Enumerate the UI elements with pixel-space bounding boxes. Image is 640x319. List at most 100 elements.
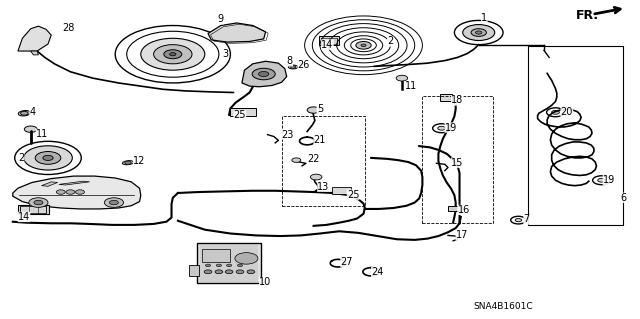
Text: 4: 4 — [29, 107, 36, 117]
Text: 5: 5 — [317, 104, 323, 114]
Circle shape — [24, 126, 37, 132]
Polygon shape — [59, 181, 90, 185]
Bar — [448, 206, 462, 211]
Circle shape — [361, 44, 366, 47]
Text: 11: 11 — [36, 129, 48, 139]
Bar — [332, 187, 351, 194]
Circle shape — [307, 107, 320, 113]
Circle shape — [35, 152, 61, 164]
Text: 28: 28 — [63, 23, 75, 33]
Text: 17: 17 — [456, 230, 468, 241]
Circle shape — [24, 146, 72, 170]
Bar — [422, 96, 493, 223]
Bar — [319, 36, 339, 45]
Text: 18: 18 — [451, 95, 463, 106]
Circle shape — [204, 270, 212, 274]
Text: 1: 1 — [481, 12, 488, 23]
Text: 14: 14 — [321, 40, 333, 50]
Circle shape — [396, 75, 408, 81]
Circle shape — [235, 253, 258, 264]
Circle shape — [34, 200, 43, 205]
Text: FR.: FR. — [576, 9, 599, 22]
Polygon shape — [13, 176, 141, 209]
Ellipse shape — [122, 161, 134, 165]
Circle shape — [552, 110, 559, 114]
Circle shape — [247, 270, 255, 274]
Circle shape — [205, 264, 211, 267]
Text: 11: 11 — [404, 81, 417, 91]
Bar — [230, 108, 256, 116]
Polygon shape — [42, 182, 58, 186]
Text: 9: 9 — [218, 14, 224, 24]
Text: 27: 27 — [340, 257, 353, 267]
Text: 16: 16 — [458, 205, 470, 215]
Polygon shape — [18, 26, 51, 51]
Ellipse shape — [18, 110, 31, 116]
Circle shape — [141, 38, 205, 70]
Ellipse shape — [288, 65, 298, 69]
Text: 3: 3 — [223, 49, 229, 59]
Circle shape — [237, 264, 243, 267]
Text: 13: 13 — [317, 182, 330, 192]
Text: 12: 12 — [133, 156, 145, 166]
Circle shape — [20, 111, 28, 115]
Text: 14: 14 — [18, 212, 30, 222]
Text: 22: 22 — [307, 154, 320, 165]
Text: 21: 21 — [314, 135, 326, 145]
Text: 20: 20 — [561, 107, 573, 117]
Bar — [321, 38, 337, 44]
Circle shape — [43, 155, 53, 160]
Circle shape — [598, 178, 605, 182]
Circle shape — [259, 71, 269, 77]
Circle shape — [471, 29, 486, 36]
Circle shape — [227, 264, 232, 267]
Circle shape — [215, 270, 223, 274]
Polygon shape — [31, 51, 38, 55]
Circle shape — [515, 219, 522, 222]
Circle shape — [66, 190, 75, 194]
Text: 2: 2 — [18, 153, 24, 163]
Text: 26: 26 — [298, 60, 310, 70]
Circle shape — [170, 53, 176, 56]
Circle shape — [252, 68, 275, 80]
Circle shape — [76, 190, 84, 194]
Circle shape — [291, 66, 296, 68]
Circle shape — [104, 198, 124, 207]
Circle shape — [476, 31, 482, 34]
Bar — [528, 46, 623, 225]
Text: 2: 2 — [387, 36, 394, 47]
Circle shape — [438, 126, 445, 130]
Text: 7: 7 — [524, 214, 530, 225]
Bar — [440, 94, 452, 101]
Circle shape — [164, 50, 182, 59]
Text: 23: 23 — [282, 130, 294, 140]
Text: 19: 19 — [603, 175, 615, 185]
Text: 24: 24 — [371, 267, 383, 277]
Circle shape — [292, 158, 301, 162]
Circle shape — [310, 174, 322, 180]
Circle shape — [225, 270, 233, 274]
Circle shape — [356, 41, 371, 49]
Bar — [282, 116, 365, 206]
Polygon shape — [242, 61, 287, 87]
Text: 15: 15 — [451, 158, 463, 168]
Bar — [18, 205, 49, 214]
Circle shape — [109, 200, 118, 205]
Bar — [20, 206, 46, 213]
Text: SNA4B1601C: SNA4B1601C — [474, 302, 533, 311]
Bar — [189, 265, 199, 276]
Text: 8: 8 — [287, 56, 293, 66]
Circle shape — [463, 25, 495, 41]
Text: 25: 25 — [234, 110, 246, 121]
Bar — [202, 249, 230, 262]
Text: 10: 10 — [259, 277, 271, 287]
Polygon shape — [208, 23, 266, 42]
Text: 6: 6 — [621, 193, 627, 203]
Circle shape — [154, 45, 192, 64]
Circle shape — [56, 190, 65, 194]
Text: 19: 19 — [445, 122, 457, 133]
Circle shape — [236, 270, 244, 274]
Circle shape — [29, 198, 48, 207]
Circle shape — [125, 161, 131, 164]
Bar — [197, 243, 261, 283]
